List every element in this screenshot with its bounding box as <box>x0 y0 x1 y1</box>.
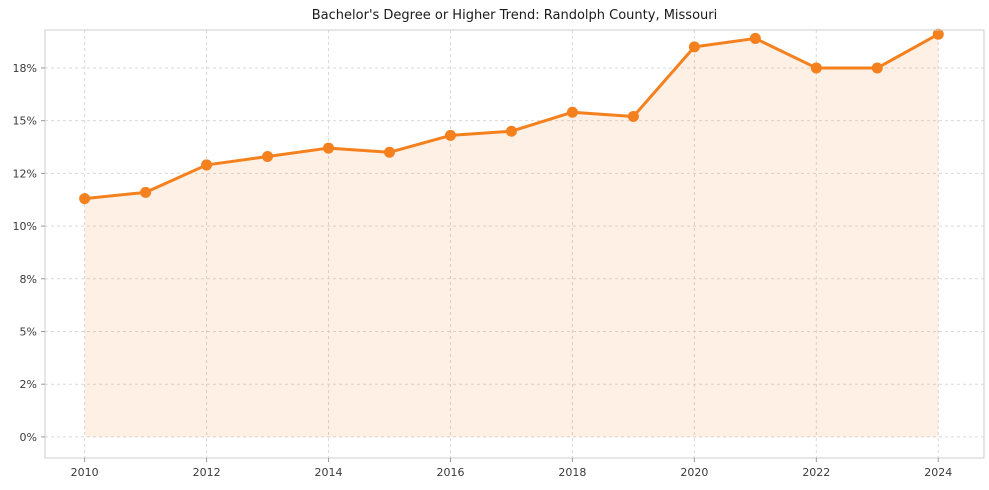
data-point <box>627 110 639 122</box>
data-point <box>140 186 152 198</box>
data-point <box>79 193 91 205</box>
x-tick-label: 2010 <box>71 466 99 479</box>
y-tick-label: 2% <box>20 378 37 391</box>
y-tick-label: 0% <box>20 431 37 444</box>
x-tick-label: 2020 <box>680 466 708 479</box>
x-tick-label: 2016 <box>436 466 464 479</box>
data-point <box>688 41 700 53</box>
plot-border <box>44 29 985 459</box>
area-fill <box>84 34 939 437</box>
y-tick-label: 10% <box>13 220 37 233</box>
x-tick-label: 2018 <box>558 466 586 479</box>
y-tick-label: 8% <box>20 273 37 286</box>
x-tick-label: 2012 <box>193 466 221 479</box>
data-point <box>566 106 578 118</box>
data-point <box>323 142 335 154</box>
data-point <box>384 146 396 158</box>
y-tick-label: 15% <box>13 115 37 128</box>
x-tick-label: 2024 <box>924 466 952 479</box>
y-tick-label: 18% <box>13 62 37 75</box>
data-point <box>201 159 213 171</box>
data-point <box>749 32 761 44</box>
data-point <box>444 129 456 141</box>
data-point <box>505 125 517 137</box>
data-point <box>871 62 883 74</box>
y-tick-label: 12% <box>13 167 37 180</box>
y-tick-label: 5% <box>20 325 37 338</box>
data-point <box>810 62 822 74</box>
chart-title: Bachelor's Degree or Higher Trend: Rando… <box>311 8 718 23</box>
data-point <box>932 28 944 40</box>
data-point <box>262 151 274 163</box>
x-tick-label: 2022 <box>802 466 830 479</box>
x-tick-label: 2014 <box>315 466 343 479</box>
